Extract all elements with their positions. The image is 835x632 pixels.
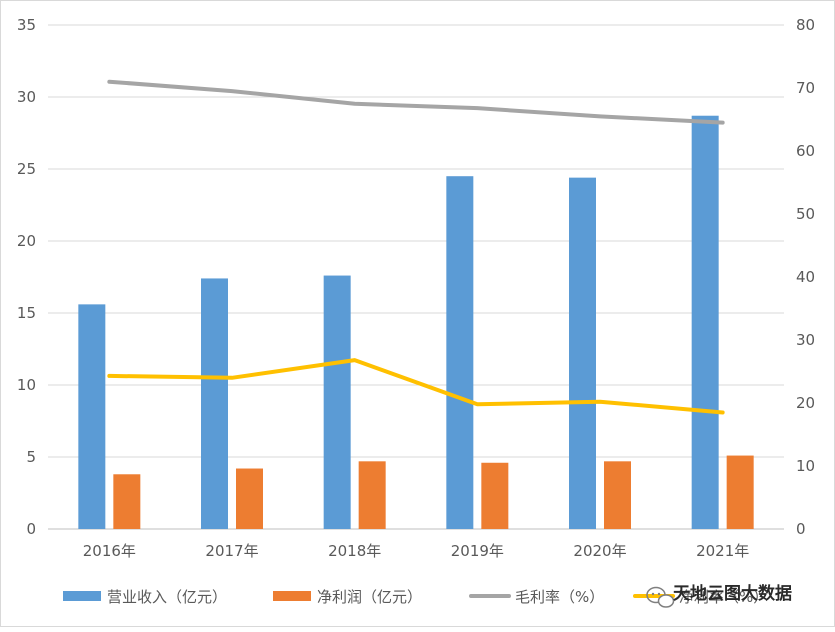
left-axis-tick-label: 20 xyxy=(17,232,36,250)
grid-lines xyxy=(48,24,784,530)
x-axis-tick-label: 2016年 xyxy=(83,542,136,560)
legend-item: 净利润（亿元） xyxy=(273,588,422,606)
left-axis-tick-label: 30 xyxy=(17,88,36,106)
bar-net-profit xyxy=(113,474,141,529)
wechat-icon xyxy=(646,586,675,608)
x-axis: 2016年 2017年 2018年 2019年 2020年 2021年 xyxy=(83,542,750,560)
legend-label: 毛利率（%） xyxy=(515,588,604,606)
right-axis-tick-label: 60 xyxy=(796,142,815,160)
bar-net-profit xyxy=(236,468,263,529)
right-y-axis: 0 10 20 30 40 50 60 70 80 xyxy=(796,16,815,538)
right-axis-tick-label: 70 xyxy=(796,79,815,97)
right-axis-tick-label: 0 xyxy=(796,520,806,538)
bar-revenue xyxy=(691,115,719,529)
bar-revenue xyxy=(78,304,106,529)
legend-label: 营业收入（亿元） xyxy=(107,588,227,606)
bar-net-profit xyxy=(358,461,386,529)
watermark-text: 天地云图大数据 xyxy=(673,583,792,604)
legend-swatch xyxy=(63,591,101,601)
left-axis-tick-label: 10 xyxy=(17,376,36,394)
x-axis-tick-label: 2019年 xyxy=(451,542,504,560)
legend-swatch xyxy=(273,591,311,601)
line-gross-margin xyxy=(107,79,725,125)
bar-series xyxy=(78,115,754,529)
legend-label: 净利润（亿元） xyxy=(317,588,422,606)
right-axis-tick-label: 80 xyxy=(796,16,815,34)
x-axis-tick-label: 2017年 xyxy=(205,542,258,560)
legend-item: 毛利率（%） xyxy=(469,588,604,606)
bar-net-profit xyxy=(604,461,631,529)
left-axis-tick-label: 35 xyxy=(17,16,36,34)
left-axis-tick-label: 0 xyxy=(26,520,36,538)
x-axis-tick-label: 2020年 xyxy=(573,542,626,560)
legend-label: 净利率（%） xyxy=(679,588,768,606)
right-axis-tick-label: 20 xyxy=(796,394,815,412)
legend-item: 营业收入（亿元） xyxy=(63,588,227,606)
watermark: 天地云图大数据 xyxy=(646,583,792,608)
left-y-axis: 0 5 10 15 20 25 30 35 xyxy=(17,16,36,538)
bar-revenue xyxy=(323,275,351,529)
bar-net-profit xyxy=(726,455,754,529)
left-axis-tick-label: 5 xyxy=(26,448,36,466)
left-axis-tick-label: 25 xyxy=(17,160,36,178)
line-net-margin xyxy=(107,358,725,415)
right-axis-tick-label: 40 xyxy=(796,268,815,286)
x-axis-tick-label: 2021年 xyxy=(696,542,749,560)
line-series xyxy=(107,79,725,415)
right-axis-tick-label: 50 xyxy=(796,205,815,223)
bar-net-profit xyxy=(481,462,509,529)
right-axis-tick-label: 10 xyxy=(796,457,815,475)
left-axis-tick-label: 15 xyxy=(17,304,36,322)
bar-revenue xyxy=(569,177,596,529)
right-axis-tick-label: 30 xyxy=(796,331,815,349)
bar-revenue xyxy=(201,278,228,529)
bar-revenue xyxy=(446,176,474,529)
x-axis-tick-label: 2018年 xyxy=(328,542,381,560)
